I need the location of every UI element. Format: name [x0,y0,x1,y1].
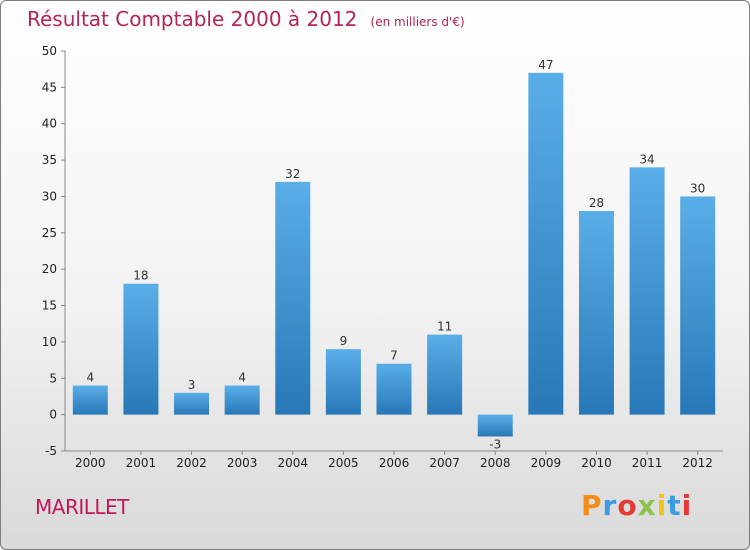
x-tick-label: 2007 [429,456,460,470]
bar [123,283,159,415]
data-label: 9 [340,334,348,348]
x-tick-label: 2012 [682,456,713,470]
logo-letter: o [617,489,638,522]
bar [376,363,412,415]
bar [427,334,463,415]
x-tick-label: 2004 [277,456,308,470]
logo-letter: P [581,489,603,522]
x-tick-label: 2010 [581,456,612,470]
data-label: 30 [690,181,705,195]
logo-letter: i [656,489,668,522]
y-tick-label: -5 [45,444,57,458]
y-tick-label: 0 [49,408,57,422]
bar [72,385,108,415]
logo-letter: r [602,489,618,522]
data-label: 34 [639,152,654,166]
bar [578,211,614,415]
x-tick-label: 2008 [480,456,511,470]
x-tick-label: 2000 [75,456,106,470]
logo-letter: i [681,489,693,522]
x-tick-label: 2009 [531,456,562,470]
bar [680,196,716,415]
y-tick-label: 50 [42,44,57,58]
chart-title: Résultat Comptable 2000 à 2012 (en milli… [27,7,465,31]
chart-title-unit: (en milliers d'€) [370,15,465,29]
data-label: 11 [437,320,452,334]
bars [72,72,716,437]
bar [224,385,260,415]
y-tick-label: 40 [42,117,57,131]
logo-letter: t [667,489,682,522]
data-label: 47 [538,58,553,72]
commune-name: MARILLET [35,495,129,519]
y-tick-label: 30 [42,189,57,203]
data-label: 28 [589,196,604,210]
chart-title-main: Résultat Comptable 2000 à 2012 [27,7,358,31]
x-tick-label: 2003 [227,456,258,470]
y-tick-label: 20 [42,262,57,276]
x-tick-label: 2002 [176,456,207,470]
bar [477,414,513,437]
data-label: -3 [489,437,501,451]
axes: -5 0 5 10 15 20 25 30 35 40 45 50 2000 2001 2002 2003 20… [42,44,723,470]
bar [174,392,210,415]
y-tick-label: 5 [49,371,57,385]
logo-letter: x [637,489,657,522]
y-tick-label: 15 [42,299,57,313]
data-label: 4 [238,371,246,385]
x-tick-label: 2001 [126,456,157,470]
bar [325,349,361,415]
bar [528,72,564,415]
y-tick-label: 25 [42,226,57,240]
data-label: 3 [188,378,196,392]
data-label: 18 [133,269,148,283]
x-tick-label: 2006 [379,456,410,470]
x-tick-label: 2011 [632,456,663,470]
x-tick-label: 2005 [328,456,359,470]
y-tick-label: 45 [42,80,57,94]
y-tick-label: 35 [42,153,57,167]
data-label: 4 [86,371,94,385]
bar [275,181,311,415]
data-label: 7 [390,349,398,363]
data-label: 32 [285,167,300,181]
bar [629,167,665,415]
y-tick-label: 10 [42,335,57,349]
proxiti-logo: Proxiti [581,489,692,522]
